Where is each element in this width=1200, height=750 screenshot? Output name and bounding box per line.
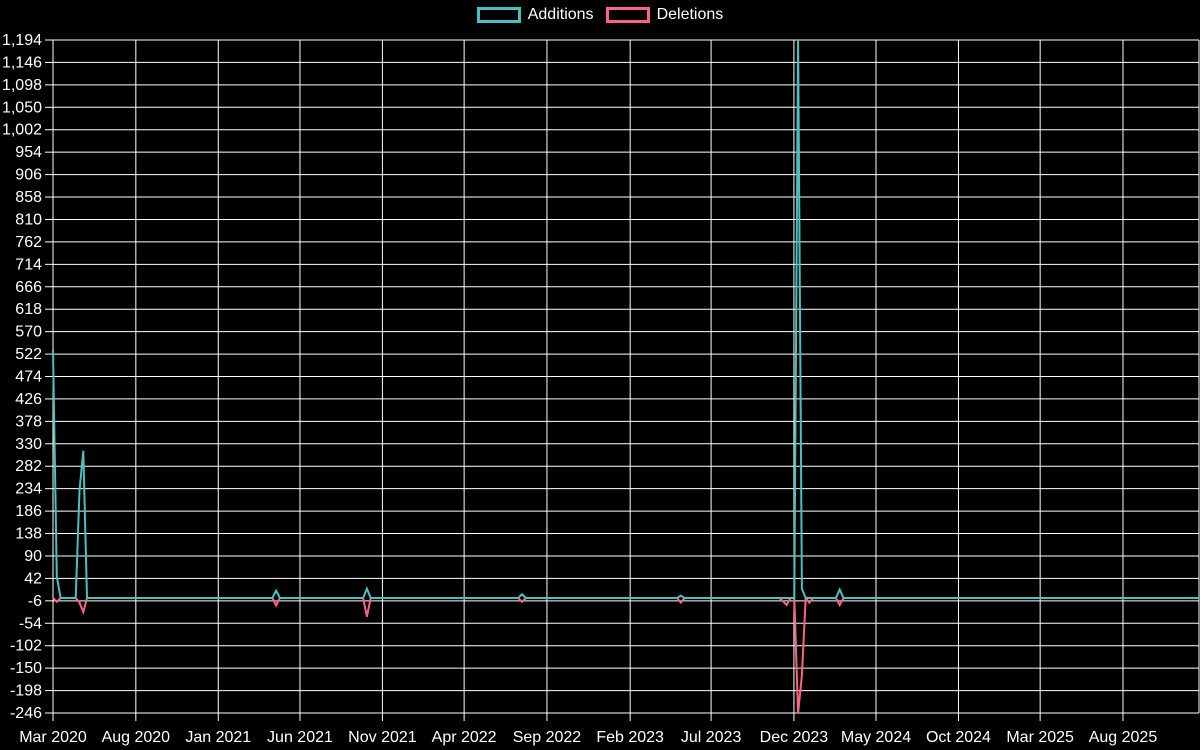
y-tick-label: -102 — [10, 638, 42, 655]
additions-legend-label: Additions — [527, 6, 594, 23]
deletions-legend-label: Deletions — [656, 6, 724, 23]
y-tick-label: 90 — [24, 548, 42, 565]
y-tick-label: -54 — [19, 615, 42, 632]
y-tick-label: 1,146 — [2, 54, 42, 71]
x-tick-label: Aug 2025 — [1089, 729, 1158, 746]
y-tick-label: 858 — [15, 189, 42, 206]
x-tick-label: Feb 2023 — [596, 729, 664, 746]
x-tick-label: Jun 2021 — [267, 729, 333, 746]
x-tick-label: Mar 2025 — [1006, 729, 1074, 746]
y-tick-label: 330 — [15, 436, 42, 453]
y-tick-label: 1,194 — [2, 32, 42, 49]
chart-legend: Additions Deletions — [0, 5, 1200, 24]
y-tick-label: 1,050 — [2, 99, 42, 116]
y-tick-label: 954 — [15, 144, 42, 161]
y-tick-label: 42 — [24, 570, 42, 587]
y-tick-label: 474 — [15, 369, 42, 386]
y-tick-label: 906 — [15, 167, 42, 184]
deletions-legend-swatch — [605, 6, 650, 23]
y-tick-label: 426 — [15, 391, 42, 408]
y-tick-label: 138 — [15, 526, 42, 543]
y-tick-label: 282 — [15, 458, 42, 475]
y-tick-label: 522 — [15, 346, 42, 363]
y-tick-label: -150 — [10, 660, 42, 677]
y-tick-label: 618 — [15, 301, 42, 318]
y-tick-label: 714 — [15, 256, 42, 273]
legend-item-deletions[interactable]: Deletions — [605, 5, 724, 24]
y-tick-label: 186 — [15, 503, 42, 520]
x-tick-label: Aug 2020 — [102, 729, 171, 746]
y-tick-label: 378 — [15, 413, 42, 430]
y-tick-label: -246 — [10, 705, 42, 722]
additions-line — [52, 39, 1199, 599]
x-tick-label: Apr 2022 — [432, 729, 497, 746]
x-tick-label: Dec 2023 — [760, 729, 829, 746]
y-tick-label: 810 — [15, 211, 42, 228]
additions-legend-swatch — [476, 6, 521, 23]
x-tick-labels: Mar 2020 Aug 2020 Jan 2021 Jun 2021 Nov 2021… — [19, 729, 1157, 746]
y-tick-label: 666 — [15, 279, 42, 296]
x-tick-label: Jan 2021 — [185, 729, 251, 746]
x-tick-label: May 2024 — [841, 729, 911, 746]
y-tick-label: 234 — [15, 481, 42, 498]
x-tick-label: Jul 2023 — [681, 729, 742, 746]
y-tick-label: 570 — [15, 324, 42, 341]
x-tick-label: Nov 2021 — [348, 729, 417, 746]
x-tick-label: Oct 2024 — [926, 729, 991, 746]
x-tick-label: Mar 2020 — [19, 729, 87, 746]
y-tick-label: -198 — [10, 683, 42, 700]
y-tick-label: 762 — [15, 234, 42, 251]
legend-item-additions[interactable]: Additions — [476, 5, 594, 24]
y-tick-label: -6 — [28, 593, 42, 610]
x-tick-label: Sep 2022 — [513, 729, 582, 746]
y-tick-label: 1,002 — [2, 122, 42, 139]
y-tick-label: 1,098 — [2, 77, 42, 94]
y-tick-labels: 1,194 1,146 1,098 1,050 1,002 954 906 858 810 762… — [2, 32, 42, 722]
y-grid — [45, 39, 1199, 714]
